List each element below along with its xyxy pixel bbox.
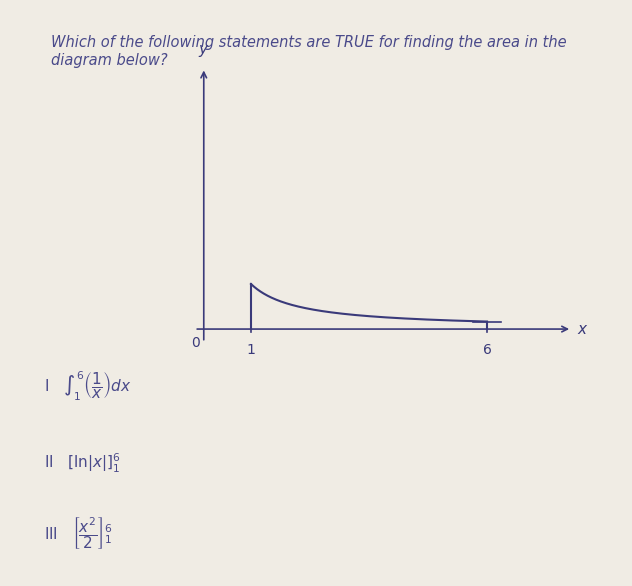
Text: $x$: $x$ xyxy=(577,322,588,336)
Text: 6: 6 xyxy=(483,343,492,357)
Text: II   $\left[\ln|x|\right]_{1}^{6}$: II $\left[\ln|x|\right]_{1}^{6}$ xyxy=(44,451,121,475)
Text: I   $\int_{1}^{6}\left(\dfrac{1}{x}\right)dx$: I $\int_{1}^{6}\left(\dfrac{1}{x}\right)… xyxy=(44,370,132,403)
Text: III   $\left[\dfrac{x^{2}}{2}\right]_{1}^{6}$: III $\left[\dfrac{x^{2}}{2}\right]_{1}^{… xyxy=(44,515,112,551)
Text: Which of the following statements are TRUE for finding the area in the diagram b: Which of the following statements are TR… xyxy=(51,35,566,67)
Text: 0: 0 xyxy=(191,336,200,350)
Text: 1: 1 xyxy=(246,343,255,357)
Text: $y$: $y$ xyxy=(198,43,210,59)
